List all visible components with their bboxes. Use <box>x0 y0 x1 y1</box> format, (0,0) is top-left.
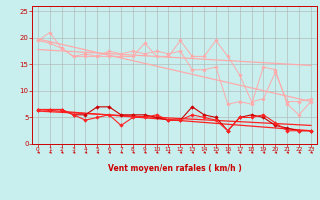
X-axis label: Vent moyen/en rafales ( km/h ): Vent moyen/en rafales ( km/h ) <box>108 164 241 173</box>
